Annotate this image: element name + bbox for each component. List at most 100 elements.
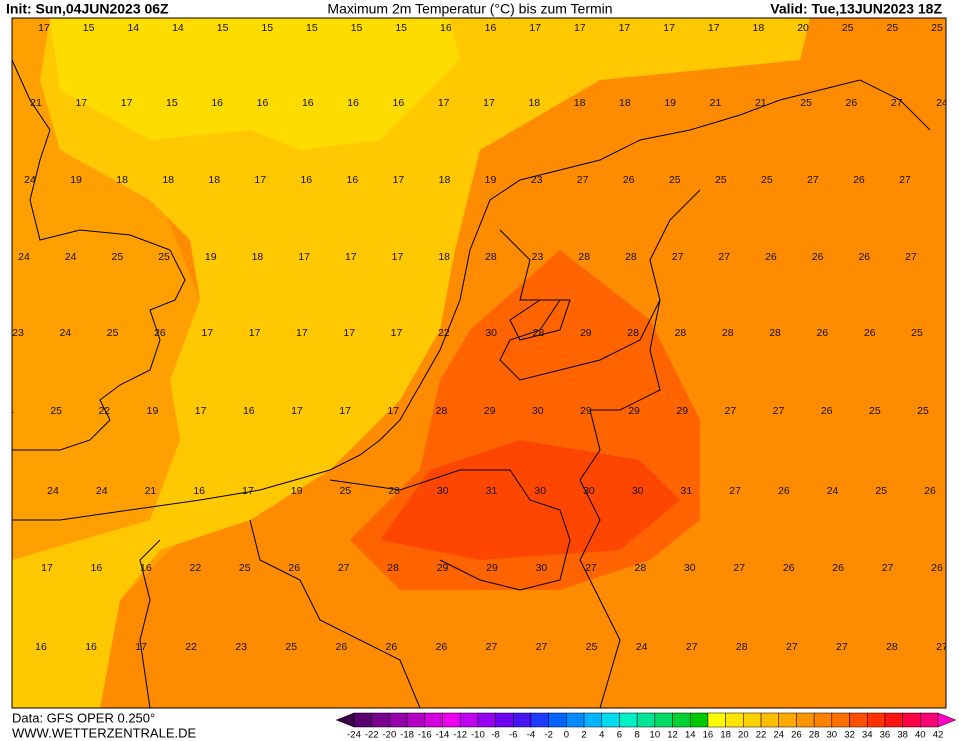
temperature-value: 19: [147, 405, 159, 417]
temperature-value: 17: [41, 562, 53, 574]
temperature-value: 15: [261, 22, 273, 34]
temperature-value: 19: [70, 174, 82, 186]
temperature-value: 26: [386, 641, 398, 653]
temperature-value: 27: [585, 562, 597, 574]
colorbar-swatch: [866, 712, 886, 728]
temperature-value: 17: [135, 641, 147, 653]
temperature-values: 17 15 14 14 15 15 15 15 15 16 16 17 17 17 17 17 18 20 25 25…: [2, 22, 948, 653]
temperature-value: 27: [807, 174, 819, 186]
temperature-value: 19: [291, 485, 303, 497]
temperature-value: 27: [733, 562, 745, 574]
colorbar-swatch: [513, 712, 532, 728]
colorbar-label: -2: [544, 730, 552, 741]
temperature-value: 23: [235, 641, 247, 653]
temperature-value: 25: [875, 485, 887, 497]
temperature-value: 22: [185, 641, 197, 653]
colorbar-label: 42: [933, 730, 944, 741]
colorbar-label: 32: [844, 730, 855, 741]
map-area: 17 15 14 14 15 15 15 15 15 16 16 17 17 17 17 17 18 20 25 25…: [2, 18, 948, 708]
colorbar-swatch: [548, 712, 567, 728]
temperature-value: 24: [827, 485, 839, 497]
temperature-value: 17: [619, 22, 631, 34]
temperature-value: 28: [736, 641, 748, 653]
temperature-value: 26: [931, 562, 943, 574]
temperature-value: 27: [936, 641, 948, 653]
colorbar-swatch: [601, 712, 620, 728]
colorbar-swatch: [672, 712, 691, 728]
temperature-value: 26: [812, 251, 824, 263]
temperature-value: 29: [676, 405, 688, 417]
temperature-value: 17: [254, 174, 266, 186]
colorbar-swatch: [495, 712, 514, 728]
temperature-value: 17: [345, 251, 357, 263]
temperature-value: 28: [625, 251, 637, 263]
temperature-value: 26: [858, 251, 870, 263]
temperature-value: 17: [574, 22, 586, 34]
temperature-value: 25: [107, 327, 119, 339]
temperature-value: 27: [836, 641, 848, 653]
border: [499, 189, 701, 381]
temperature-value: 28: [769, 327, 781, 339]
colorbar-label: 0: [564, 730, 569, 741]
temperature-value: 18: [208, 174, 220, 186]
temperature-value: 27: [905, 251, 917, 263]
temperature-value: 26: [623, 174, 635, 186]
temperature-value: 24: [2, 405, 14, 417]
temperature-value: 24: [24, 174, 36, 186]
colorbar-swatch: [920, 712, 939, 728]
temperature-value: 17: [392, 251, 404, 263]
temperature-value: 25: [869, 405, 881, 417]
temperature-value: 17: [38, 22, 50, 34]
temperature-value: 26: [778, 485, 790, 497]
temperature-value: 28: [485, 251, 497, 263]
temperature-value: 14: [172, 22, 184, 34]
temperature-value: 28: [886, 641, 898, 653]
colorbar-label: -8: [491, 730, 499, 741]
temperature-value: 23: [532, 251, 544, 263]
temperature-value: 18: [753, 22, 765, 34]
temperature-value: 24: [47, 485, 59, 497]
temperature-value: 17: [121, 97, 133, 109]
temperature-value: 28: [578, 251, 590, 263]
temperature-value: 25: [887, 22, 899, 34]
temperature-value: 16: [91, 562, 103, 574]
temperature-value: 18: [162, 174, 174, 186]
temperature-value: 28: [722, 327, 734, 339]
colorbar-swatch: [707, 712, 726, 728]
colorbar-swatch: [636, 712, 656, 728]
coastline: [12, 59, 186, 451]
map-title: Maximum 2m Temperatur (°C) bis zum Termi…: [327, 1, 612, 17]
temperature-value: 16: [211, 97, 223, 109]
border: [579, 299, 661, 708]
temperature-value: 27: [729, 485, 741, 497]
temperature-value: 22: [438, 327, 450, 339]
colorbar-swatch: [725, 712, 744, 728]
temperature-value: 26: [436, 641, 448, 653]
temperature-value: 29: [486, 562, 498, 574]
colorbar-label: -10: [471, 730, 485, 741]
temperature-value: 17: [393, 174, 405, 186]
temperature-value: 25: [339, 485, 351, 497]
temperature-value: 16: [302, 97, 314, 109]
colorbar-label: -22: [365, 730, 379, 741]
temperature-value: 31: [486, 485, 498, 497]
temperature-value: 16: [347, 174, 359, 186]
coastlines: [12, 59, 931, 708]
temperature-value: 27: [899, 174, 911, 186]
colorbar-label: 8: [635, 730, 640, 741]
temperature-value: 24: [59, 327, 71, 339]
colorbar-swatch: [619, 712, 638, 728]
temperature-value: 25: [842, 22, 854, 34]
temperature-value: 20: [797, 22, 809, 34]
colorbar-swatch: [813, 712, 833, 728]
website: WWW.WETTERZENTRALE.DE: [12, 725, 196, 740]
coolest-sea-zone: [50, 18, 460, 150]
colorbar-label: 22: [756, 730, 767, 741]
temperature-value: 15: [395, 22, 407, 34]
temperature-value: 21: [145, 485, 157, 497]
temperature-value: 19: [485, 174, 497, 186]
colorbar-label: -16: [418, 730, 432, 741]
temperature-value: 30: [536, 562, 548, 574]
temperature-value: 30: [437, 485, 449, 497]
